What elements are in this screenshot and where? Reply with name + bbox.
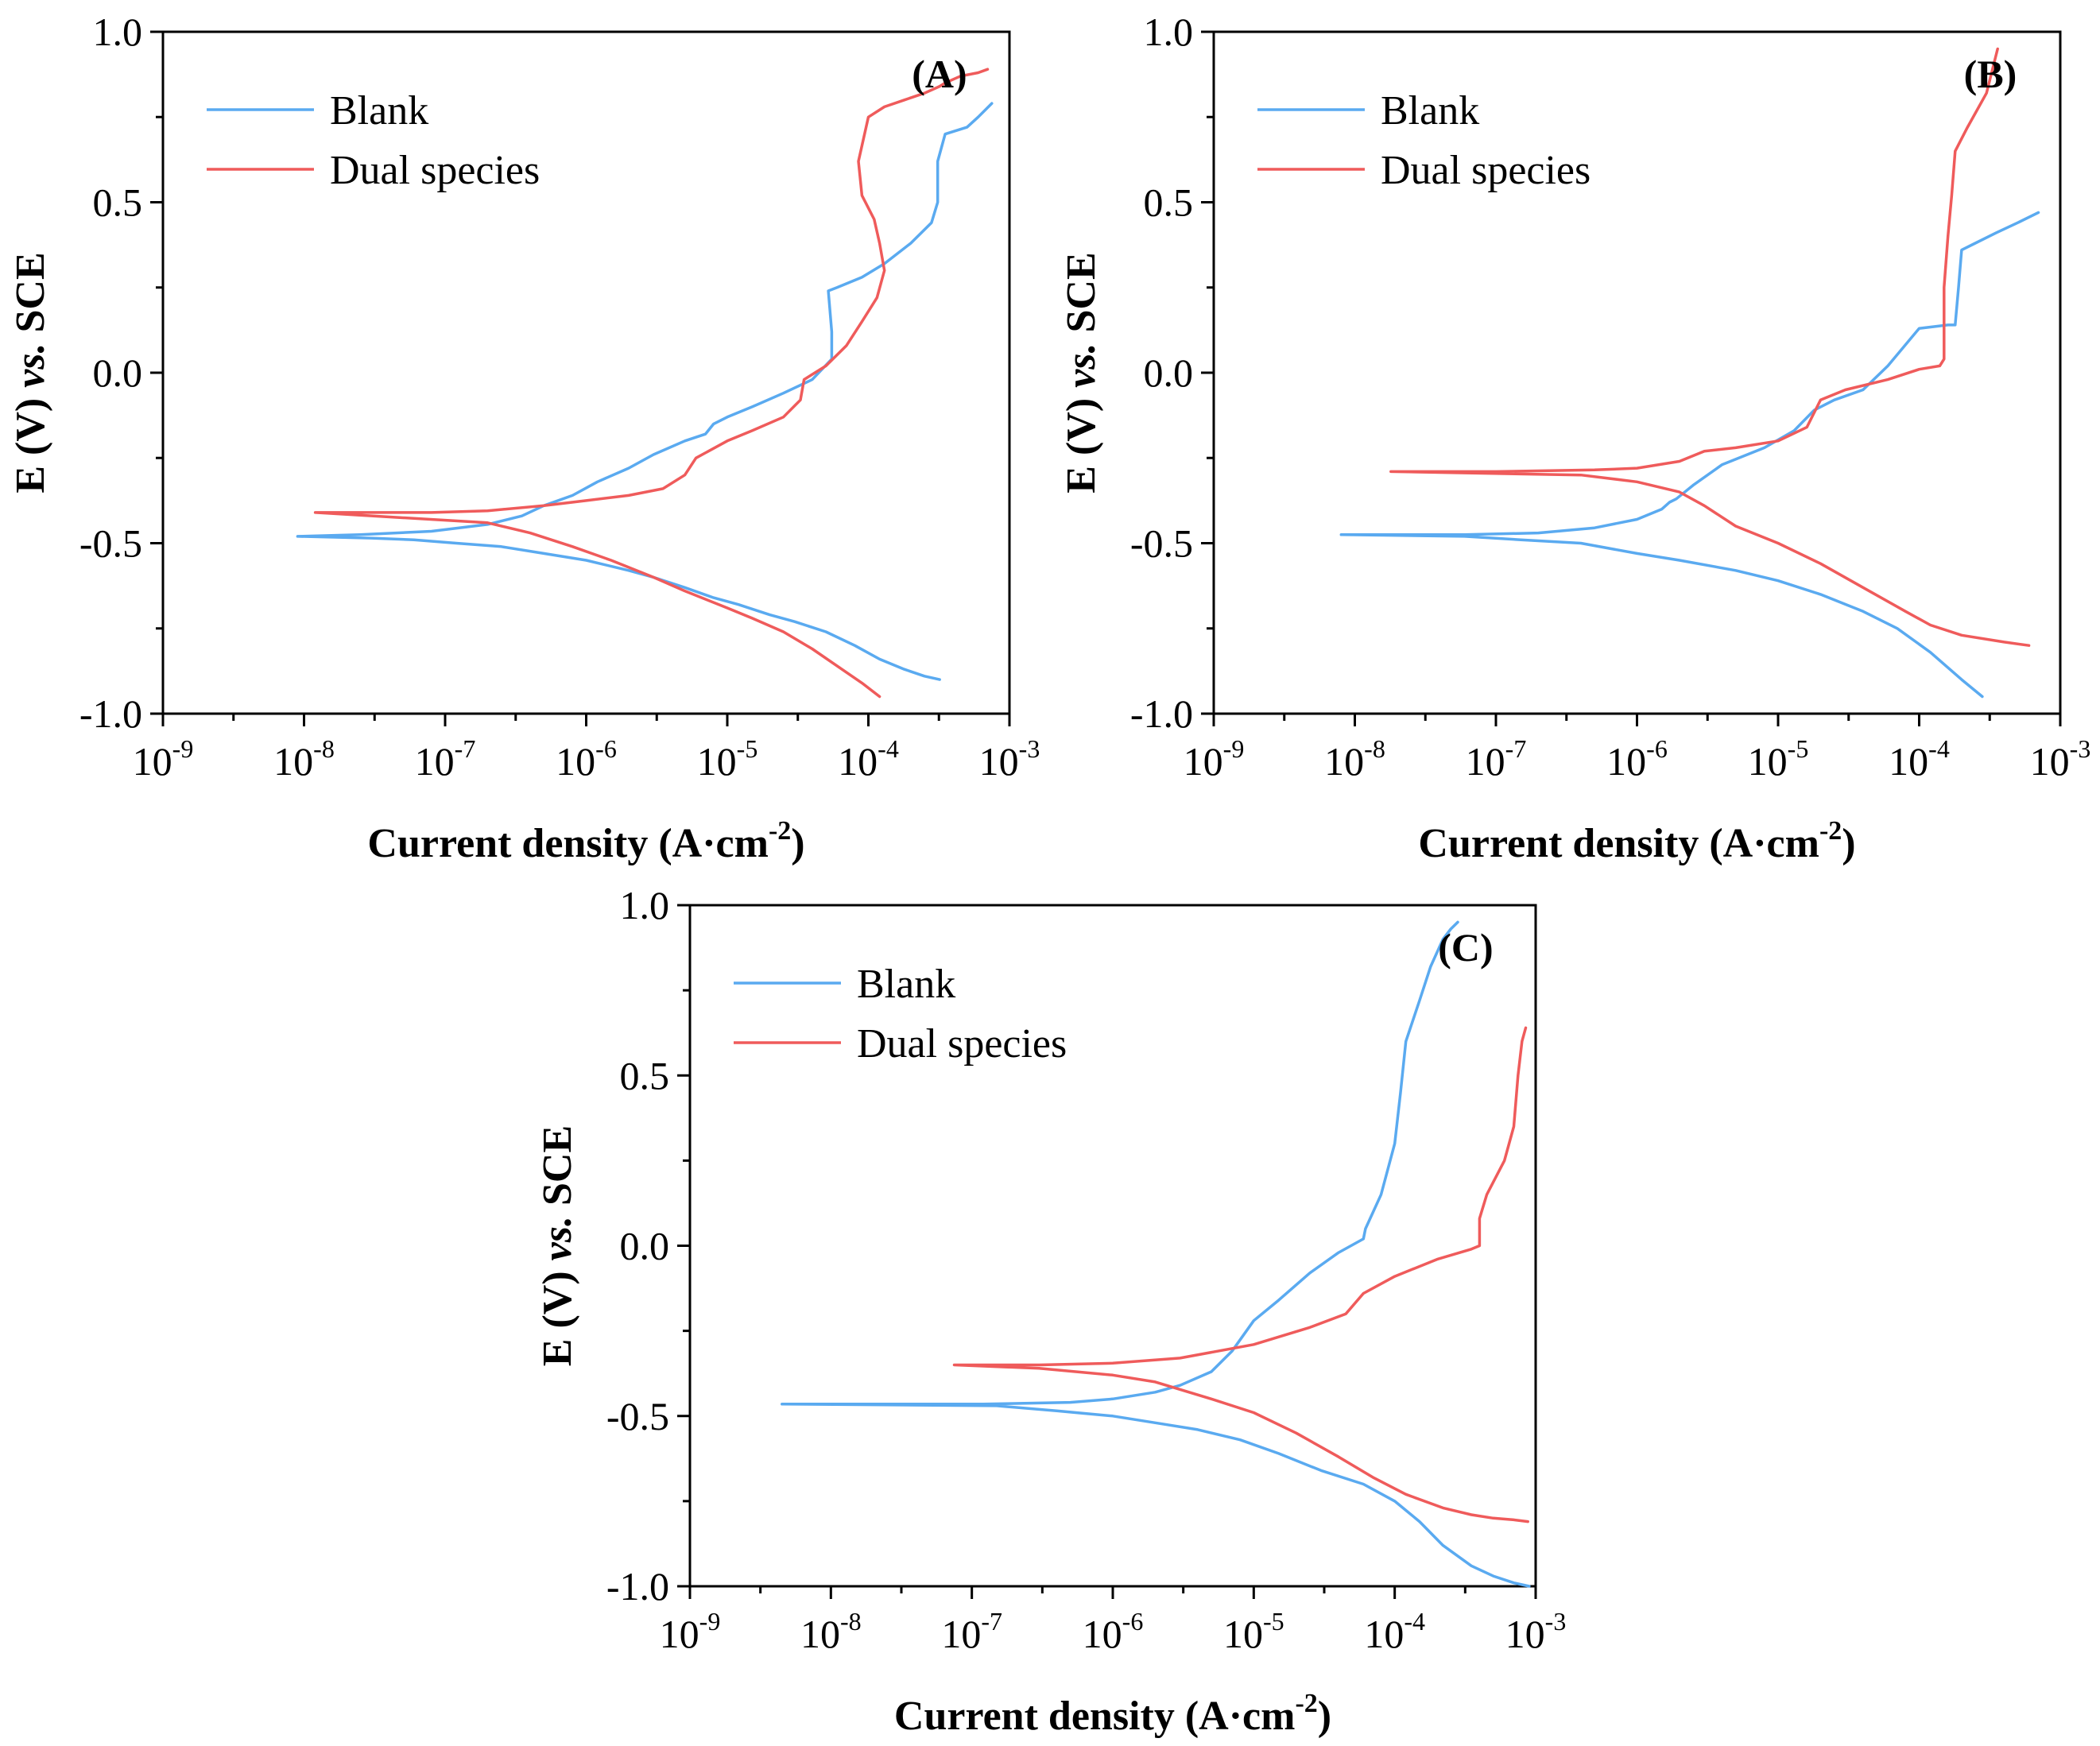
panel-label: (C) — [1438, 925, 1493, 970]
x-tick-label: 10-7 — [941, 1607, 1002, 1656]
x-tick-label: 10-7 — [1466, 734, 1527, 784]
legend-label-blank: Blank — [330, 88, 428, 134]
series-line-dual — [952, 1026, 1529, 1523]
y-tick-label: 0.5 — [1144, 180, 1194, 225]
panel-label: (A) — [912, 52, 967, 96]
x-axis-title: Current density (A·cm-2) — [894, 1689, 1331, 1739]
x-tick-label: 10-4 — [838, 734, 899, 784]
x-tick-label: 10-5 — [697, 734, 758, 784]
x-tick-label: 10-5 — [1223, 1607, 1284, 1656]
x-tick-label: 10-8 — [1324, 734, 1385, 784]
x-tick-label: 10-4 — [1364, 1607, 1425, 1656]
series-line-blank — [296, 102, 994, 681]
chart-panel-3: 10-9 10-8 10-7 10-6 10-5 10-4 10-3 -1.0 -0.5 0.0 0… — [535, 883, 1566, 1739]
legend-label-dual: Dual species — [857, 1021, 1067, 1067]
y-tick-label: 0.0 — [1144, 350, 1194, 395]
y-tick-label: -1.0 — [1130, 691, 1193, 736]
y-axis-title: E (V) vs. SCE — [1059, 252, 1104, 493]
y-tick-label: -1.0 — [606, 1564, 669, 1609]
x-tick-label: 10-9 — [133, 734, 194, 784]
y-tick-label: -0.5 — [606, 1394, 669, 1438]
series-line-blank — [1339, 211, 2040, 699]
x-tick-label: 10-9 — [1184, 734, 1245, 784]
plot-frame — [688, 904, 1537, 1588]
y-tick-label: -0.5 — [79, 521, 142, 566]
y-axis-title: E (V) vs. SCE — [535, 1125, 580, 1366]
x-tick-label: 10-6 — [1606, 734, 1668, 784]
x-tick-label: 10-8 — [800, 1607, 862, 1656]
y-tick-label: 1.0 — [93, 10, 143, 54]
x-tick-label: 10-8 — [273, 734, 335, 784]
chart-panel-2: 10-9 10-8 10-7 10-6 10-5 10-4 10-3 -1.0 -0.5 0.0 0… — [1059, 10, 2090, 866]
series-line-dual — [1389, 47, 2031, 647]
x-axis-title: Current density (A·cm-2) — [1418, 816, 1855, 866]
plot-frame — [1212, 30, 2062, 715]
x-axis-title: Current density (A·cm-2) — [367, 816, 804, 866]
y-axis-title: E (V) vs. SCE — [8, 252, 53, 493]
x-tick-label: 10-6 — [556, 734, 617, 784]
panel-label: (B) — [1964, 52, 2017, 96]
x-tick-label: 10-3 — [1505, 1607, 1567, 1656]
y-tick-label: 0.0 — [93, 350, 143, 395]
x-tick-label: 10-7 — [415, 734, 476, 784]
y-tick-label: 1.0 — [620, 883, 670, 927]
x-tick-label: 10-6 — [1083, 1607, 1144, 1656]
x-tick-label: 10-3 — [979, 734, 1040, 784]
legend-label-dual: Dual species — [330, 148, 540, 193]
legend-label-blank: Blank — [1381, 88, 1479, 134]
y-tick-label: 1.0 — [1144, 10, 1194, 54]
x-tick-label: 10-5 — [1748, 734, 1809, 784]
plot-frame — [161, 30, 1011, 715]
y-tick-label: -1.0 — [79, 691, 142, 736]
y-tick-label: 0.5 — [93, 180, 143, 225]
legend-label-dual: Dual species — [1381, 148, 1590, 193]
x-tick-label: 10-9 — [660, 1607, 721, 1656]
legend-label-blank: Blank — [857, 962, 955, 1007]
y-tick-label: 0.0 — [620, 1224, 670, 1268]
series-line-dual — [313, 68, 990, 699]
y-tick-label: 0.5 — [620, 1053, 670, 1098]
x-tick-label: 10-4 — [1889, 734, 1950, 784]
chart-panel-1: 10-9 10-8 10-7 10-6 10-5 10-4 10-3 -1.0 -0.5 0.0 0… — [8, 10, 1040, 866]
y-tick-label: -0.5 — [1130, 521, 1193, 566]
x-tick-label: 10-3 — [2030, 734, 2091, 784]
series-line-blank — [781, 920, 1531, 1588]
